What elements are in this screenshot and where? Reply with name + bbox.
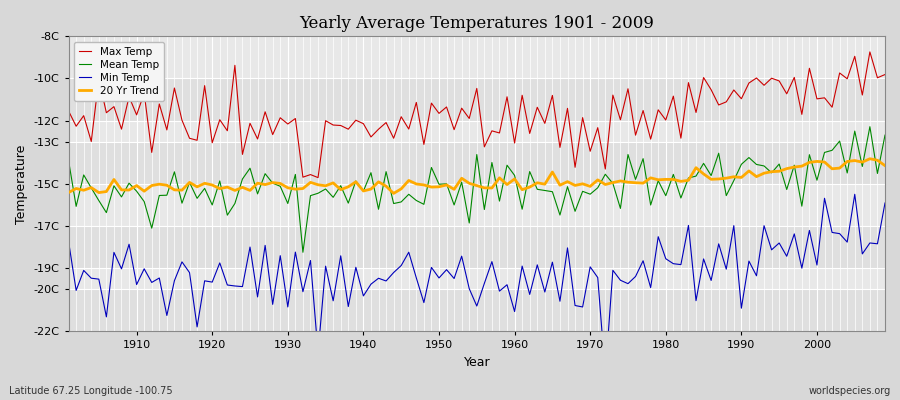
- Max Temp: [312, 175, 323, 180]
- Mean Temp: [879, 133, 890, 138]
- Max Temp: [879, 72, 890, 77]
- Min Temp: [336, 254, 346, 258]
- Max Temp: [343, 127, 354, 132]
- Min Temp: [608, 268, 618, 273]
- 20 Yr Trend: [509, 176, 520, 181]
- 20 Yr Trend: [123, 188, 134, 192]
- Mean Temp: [608, 181, 618, 186]
- Max Temp: [608, 93, 618, 98]
- Min Temp: [850, 192, 860, 197]
- Text: Latitude 67.25 Longitude -100.75: Latitude 67.25 Longitude -100.75: [9, 386, 173, 396]
- Mean Temp: [63, 158, 74, 163]
- Mean Temp: [865, 124, 876, 129]
- Min Temp: [879, 201, 890, 206]
- Legend: Max Temp, Mean Temp, Min Temp, 20 Yr Trend: Max Temp, Mean Temp, Min Temp, 20 Yr Tre…: [74, 42, 164, 101]
- Max Temp: [865, 50, 876, 54]
- Title: Yearly Average Temperatures 1901 - 2009: Yearly Average Temperatures 1901 - 2009: [300, 15, 654, 32]
- Mean Temp: [517, 207, 527, 212]
- 20 Yr Trend: [336, 187, 346, 192]
- Line: Min Temp: Min Temp: [68, 194, 885, 374]
- Min Temp: [63, 239, 74, 244]
- 20 Yr Trend: [388, 191, 399, 196]
- Max Temp: [509, 141, 520, 146]
- Min Temp: [501, 282, 512, 287]
- Bar: [68, 289, 885, 332]
- 20 Yr Trend: [865, 156, 876, 161]
- Max Temp: [63, 109, 74, 114]
- Y-axis label: Temperature: Temperature: [15, 144, 28, 224]
- Mean Temp: [123, 181, 134, 186]
- 20 Yr Trend: [517, 187, 527, 192]
- Line: Mean Temp: Mean Temp: [68, 127, 885, 252]
- X-axis label: Year: Year: [464, 356, 490, 369]
- Bar: [68, 142, 885, 184]
- 20 Yr Trend: [608, 180, 618, 185]
- Max Temp: [290, 116, 301, 121]
- Mean Temp: [509, 173, 520, 178]
- 20 Yr Trend: [63, 190, 74, 195]
- Min Temp: [290, 250, 301, 254]
- Line: 20 Yr Trend: 20 Yr Trend: [68, 159, 885, 193]
- Mean Temp: [343, 201, 354, 206]
- Bar: [68, 78, 885, 121]
- 20 Yr Trend: [879, 163, 890, 168]
- Min Temp: [123, 242, 134, 247]
- Max Temp: [123, 94, 134, 99]
- Min Temp: [509, 309, 520, 314]
- Line: Max Temp: Max Temp: [68, 52, 885, 178]
- Mean Temp: [298, 250, 309, 255]
- Mean Temp: [290, 172, 301, 177]
- Text: worldspecies.org: worldspecies.org: [809, 386, 891, 396]
- Bar: [68, 226, 885, 268]
- Max Temp: [517, 93, 527, 98]
- 20 Yr Trend: [290, 187, 301, 192]
- Min Temp: [600, 372, 611, 377]
